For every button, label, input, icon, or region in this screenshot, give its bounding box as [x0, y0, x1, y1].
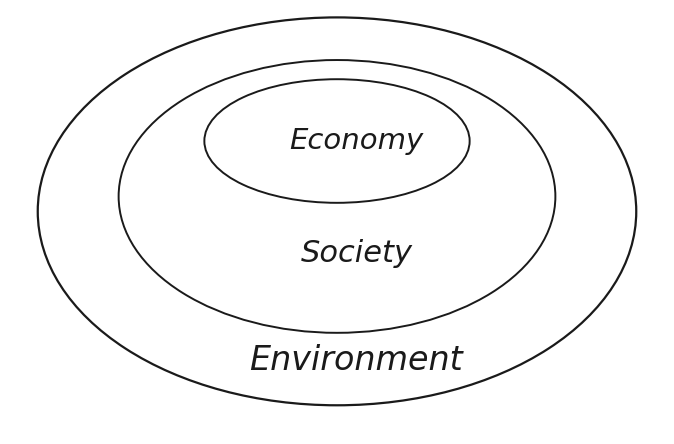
Text: Economy: Economy [289, 127, 423, 155]
Text: Environment: Environment [249, 344, 463, 377]
Text: Society: Society [301, 239, 412, 269]
